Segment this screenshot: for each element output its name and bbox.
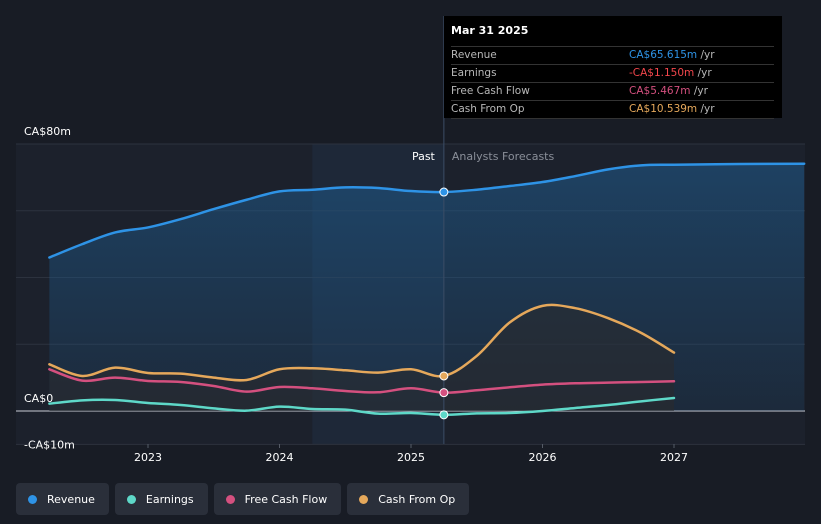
legend-dot-icon [359,494,369,504]
free-cash-flow-line [48,368,676,394]
tooltip-unit: /yr [694,67,712,79]
tooltip-value: CA$65.615m [629,49,698,61]
tooltip-unit: /yr [697,49,715,61]
tooltip-value: CA$10.539m [629,103,698,115]
x-axis: 2023 2024 2025 2026 2027 [134,444,688,464]
legend-label: Earnings [145,492,194,506]
legend-label: Cash From Op [378,492,456,506]
x-tick-label: 2024 [266,451,294,464]
x-tick-label: 2026 [529,451,557,464]
x-tick-label: 2023 [134,451,162,464]
legend-item-earnings[interactable]: Earnings [114,483,208,515]
earnings-line [48,396,676,417]
tooltip-label: Cash From Op [451,103,525,115]
tooltip-value: CA$5.467m [629,85,691,97]
lines [48,162,806,417]
past-label: Past [412,150,436,163]
legend-label: Revenue [47,492,95,506]
legend-item-revenue[interactable]: Revenue [16,483,109,515]
tooltip-unit: /yr [690,85,708,97]
markers [439,187,449,420]
tooltip-value: -CA$1.150m [629,67,695,79]
tooltip: Mar 31 2025 Revenue CA$65.615m /yr Earni… [444,16,782,119]
tooltip-label: Earnings [451,67,497,79]
tooltip-row-revenue: Revenue CA$65.615m /yr [451,46,774,64]
x-tick-label: 2027 [660,451,688,464]
revenue-marker [439,187,449,197]
tooltip-row-earnings: Earnings -CA$1.150m /yr [451,64,774,82]
earnings-marker [439,410,449,420]
forecast-label: Analysts Forecasts [452,150,555,163]
tooltip-value-wrap: -CA$1.150m /yr [629,65,712,82]
y-tick-label: CA$0 [24,392,53,405]
legend-dot-icon [126,494,136,504]
tooltip-row-cash-from-op: Cash From Op CA$10.539m /yr [451,100,774,119]
tooltip-date: Mar 31 2025 [451,24,529,37]
legend-dot-icon [225,494,235,504]
tooltip-row-free-cash-flow: Free Cash Flow CA$5.467m /yr [451,82,774,100]
cash-from-op-line [48,303,676,382]
y-tick-label: -CA$10m [24,438,75,451]
revenue-line [48,162,806,259]
y-axis: CA$80m CA$0 -CA$10m [24,125,75,451]
cash-from-op-marker [439,371,449,381]
y-tick-label: CA$80m [24,125,71,138]
legend-label: Free Cash Flow [244,492,328,506]
legend: Revenue Earnings Free Cash Flow Cash Fro… [16,483,470,515]
tooltip-label: Revenue [451,49,497,61]
free-cash-flow-marker [439,388,449,398]
tooltip-value-wrap: CA$65.615m /yr [629,47,715,64]
tooltip-label: Free Cash Flow [451,85,530,97]
x-tick-label: 2025 [397,451,425,464]
legend-item-cash-from-op[interactable]: Cash From Op [347,483,470,515]
tooltip-unit: /yr [697,103,715,115]
tooltip-value-wrap: CA$5.467m /yr [629,83,708,100]
legend-dot-icon [28,494,37,504]
tooltip-value-wrap: CA$10.539m /yr [629,101,715,118]
legend-item-free-cash-flow[interactable]: Free Cash Flow [213,483,342,515]
